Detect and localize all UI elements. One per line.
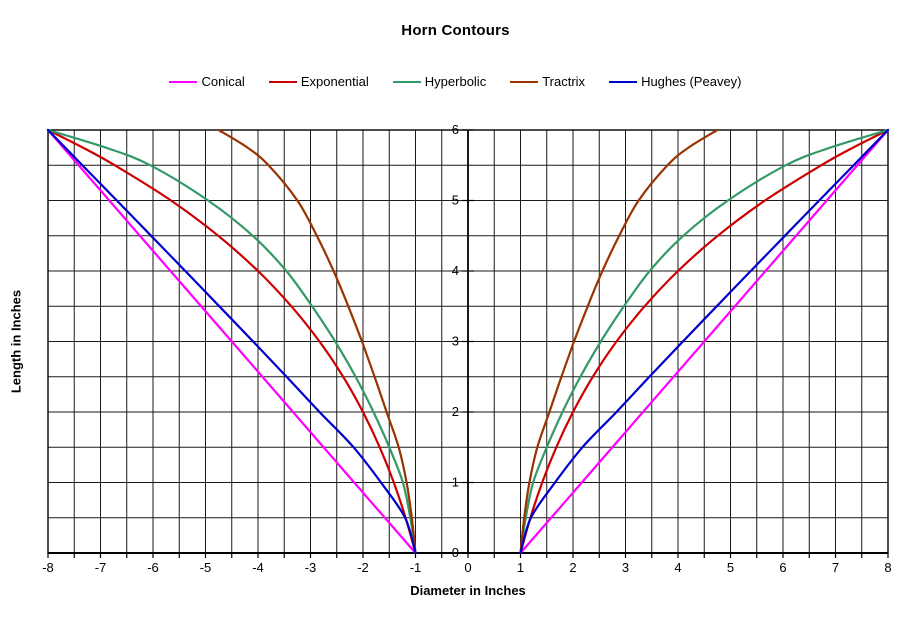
x-tick-label: -8 (42, 560, 54, 575)
legend-line-swatch-hughes-peavey (609, 80, 638, 83)
y-tick-label: 1 (452, 475, 459, 490)
series-line-exponential-left (46, 128, 417, 555)
legend-label-exponential: Exponential (300, 74, 369, 89)
x-tick-label: 2 (569, 560, 576, 575)
y-axis-title: Length in Inches (8, 289, 24, 394)
series-line-conical-right (519, 128, 890, 555)
legend-item-exponential: Exponential (268, 74, 369, 89)
y-tick-label: 6 (452, 122, 459, 137)
y-tick-label: 3 (452, 334, 459, 349)
x-tick-label: -1 (410, 560, 422, 575)
x-tick-label: 7 (832, 560, 839, 575)
legend-line-swatch-tractrix (510, 80, 539, 83)
legend-line-swatch-hyperbolic (392, 80, 421, 83)
x-tick-label: -6 (147, 560, 159, 575)
y-tick-label: 0 (452, 545, 459, 560)
legend-item-hyperbolic: Hyperbolic (392, 74, 487, 89)
x-tick-label: 1 (517, 560, 524, 575)
legend: Conical Exponential Hyperbolic Tractrix … (0, 74, 911, 89)
y-tick-label: 5 (452, 193, 459, 208)
series-line-hughes-peavey-left (46, 128, 417, 555)
chart-title: Horn Contours (401, 22, 510, 39)
legend-label-hughes-peavey: Hughes (Peavey) (641, 74, 742, 89)
x-axis-title: Diameter in Inches (410, 583, 526, 598)
legend-item-conical: Conical (169, 74, 245, 89)
legend-label-conical: Conical (201, 74, 245, 89)
x-tick-label: 4 (674, 560, 681, 575)
x-tick-label: 3 (622, 560, 629, 575)
legend-label-tractrix: Tractrix (542, 74, 586, 89)
legend-line-swatch-exponential (268, 80, 297, 83)
series-line-tractrix-right (519, 128, 719, 555)
y-tick-label: 2 (452, 404, 459, 419)
legend-item-tractrix: Tractrix (510, 74, 585, 89)
x-tick-label: -3 (305, 560, 317, 575)
series-line-hughes-peavey-right (519, 128, 890, 555)
x-tick-label: 5 (727, 560, 734, 575)
series-line-tractrix-left (217, 128, 417, 555)
y-tick-label: 4 (452, 263, 459, 278)
x-tick-label: 0 (464, 560, 471, 575)
legend-line-swatch-conical (169, 80, 198, 83)
x-tick-label: -4 (252, 560, 264, 575)
x-tick-label: -2 (357, 560, 369, 575)
x-tick-label: -5 (200, 560, 212, 575)
legend-item-hughes-peavey: Hughes (Peavey) (609, 74, 742, 89)
series-line-conical-left (46, 128, 417, 555)
x-tick-label: 6 (779, 560, 786, 575)
x-tick-label: 8 (884, 560, 891, 575)
series-line-hyperbolic-right (519, 128, 890, 555)
series-line-exponential-right (519, 128, 890, 555)
series-line-hyperbolic-left (46, 128, 417, 555)
legend-label-hyperbolic: Hyperbolic (424, 74, 487, 89)
x-tick-label: -7 (95, 560, 107, 575)
